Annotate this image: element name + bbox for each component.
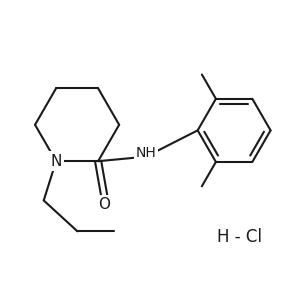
Text: N: N: [50, 154, 62, 169]
Text: NH: NH: [135, 146, 156, 160]
Text: H - Cl: H - Cl: [217, 228, 262, 246]
Text: O: O: [98, 197, 110, 212]
